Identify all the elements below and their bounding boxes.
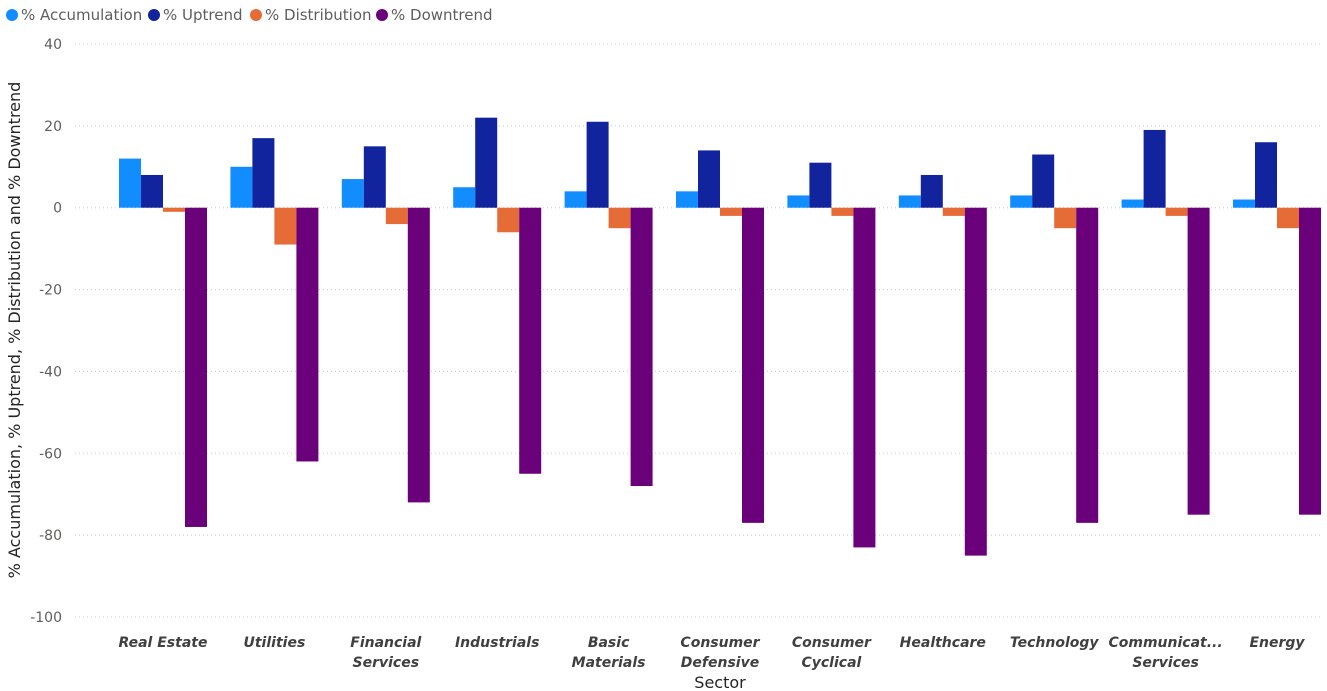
x-category-label: Defensive <box>681 655 759 671</box>
x-category-label: Cyclical <box>801 655 861 671</box>
bar-uptrend[interactable] <box>1143 129 1166 208</box>
legend-marker <box>376 9 388 21</box>
bar-downtrend[interactable] <box>1187 207 1210 515</box>
bar-downtrend[interactable] <box>1076 207 1099 523</box>
legend-label: % Accumulation <box>21 6 142 24</box>
y-axis-ticks: 40 20 0 -20 -40 -60 -80 -100 <box>30 37 62 626</box>
legend-marker <box>250 9 262 21</box>
x-category-label: Communicat... <box>1108 635 1222 651</box>
x-category-label: Services <box>1132 655 1199 671</box>
bar-downtrend[interactable] <box>630 207 653 487</box>
bar-downtrend[interactable] <box>742 207 764 523</box>
bar-distribution[interactable] <box>942 207 965 216</box>
legend-label: % Uptrend <box>163 6 243 24</box>
bar-accumulation[interactable] <box>564 191 587 208</box>
bar-distribution[interactable] <box>497 207 520 233</box>
legend-label: % Downtrend <box>391 6 493 24</box>
chart-legend[interactable]: % Accumulation % Uptrend % Distribution % D… <box>6 6 493 24</box>
bar-uptrend[interactable] <box>141 174 163 208</box>
x-category-label: Utilities <box>244 635 306 651</box>
bar-downtrend[interactable] <box>1299 207 1321 515</box>
bar-distribution[interactable] <box>385 207 408 225</box>
bar-uptrend[interactable] <box>363 146 386 208</box>
bar-uptrend[interactable] <box>586 121 609 208</box>
y-tick-label: 40 <box>44 37 62 53</box>
legend-item[interactable]: % Distribution <box>250 6 372 24</box>
y-tick-label: 0 <box>53 201 62 217</box>
bar-downtrend[interactable] <box>185 207 207 527</box>
y-tick-label: -20 <box>39 283 62 299</box>
legend-marker <box>148 9 160 21</box>
x-category-label: Materials <box>572 655 646 671</box>
x-category-label: Services <box>353 655 420 671</box>
y-tick-label: -100 <box>30 610 62 626</box>
x-category-label: Energy <box>1249 635 1305 651</box>
bar-uptrend[interactable] <box>1255 142 1277 208</box>
bar-downtrend[interactable] <box>296 207 319 462</box>
legend-item[interactable]: % Accumulation <box>6 6 142 24</box>
bar-distribution[interactable] <box>720 207 742 216</box>
bar-accumulation[interactable] <box>119 158 141 208</box>
bar-uptrend[interactable] <box>1032 154 1055 208</box>
y-axis-title: % Accumulation, % Uptrend, % Distributio… <box>5 82 24 579</box>
bar-accumulation[interactable] <box>1233 199 1255 208</box>
y-tick-label: 20 <box>44 119 62 135</box>
bar-distribution[interactable] <box>608 207 631 229</box>
x-category-label: Healthcare <box>900 635 986 651</box>
bar-accumulation[interactable] <box>898 195 921 208</box>
bar-uptrend[interactable] <box>252 138 275 208</box>
bar-accumulation[interactable] <box>1121 199 1144 208</box>
x-category-label: Basic <box>588 635 630 651</box>
y-tick-label: -60 <box>39 446 62 462</box>
bar-downtrend[interactable] <box>407 207 430 503</box>
x-category-label: Consumer <box>680 635 760 651</box>
bar-accumulation[interactable] <box>341 179 364 208</box>
bar-uptrend[interactable] <box>920 174 943 208</box>
x-axis-categories: Real Estate Utilities Financial Services Ind… <box>119 635 1306 671</box>
bar-accumulation[interactable] <box>676 191 698 208</box>
legend-item[interactable]: % Downtrend <box>376 6 493 24</box>
bar-distribution[interactable] <box>1054 207 1077 229</box>
bar-downtrend[interactable] <box>519 207 542 474</box>
legend-marker <box>6 9 18 21</box>
bar-accumulation[interactable] <box>230 166 253 208</box>
x-category-label: Consumer <box>792 635 872 651</box>
bar-uptrend[interactable] <box>698 150 720 208</box>
bar-accumulation[interactable] <box>1010 195 1033 208</box>
y-tick-label: -40 <box>39 364 62 380</box>
legend-label: % Distribution <box>265 6 372 24</box>
bar-distribution[interactable] <box>1277 207 1299 229</box>
x-category-label: Financial <box>350 635 421 651</box>
bar-downtrend[interactable] <box>853 207 876 548</box>
y-tick-label: -80 <box>39 528 62 544</box>
bars <box>119 117 1321 556</box>
x-category-label: Technology <box>1010 635 1100 651</box>
bar-downtrend[interactable] <box>964 207 987 556</box>
bar-accumulation[interactable] <box>787 195 810 208</box>
legend-item[interactable]: % Uptrend <box>148 6 243 24</box>
bar-uptrend[interactable] <box>809 162 832 208</box>
bar-accumulation[interactable] <box>453 187 476 208</box>
bar-distribution[interactable] <box>274 207 297 245</box>
bar-distribution[interactable] <box>1165 207 1188 216</box>
bar-distribution[interactable] <box>831 207 854 216</box>
bar-distribution[interactable] <box>163 207 185 212</box>
gridlines <box>75 43 1320 618</box>
x-category-label: Real Estate <box>119 635 208 651</box>
bar-uptrend[interactable] <box>475 117 498 208</box>
x-axis-title: Sector <box>694 673 746 691</box>
x-category-label: Industrials <box>455 635 539 651</box>
